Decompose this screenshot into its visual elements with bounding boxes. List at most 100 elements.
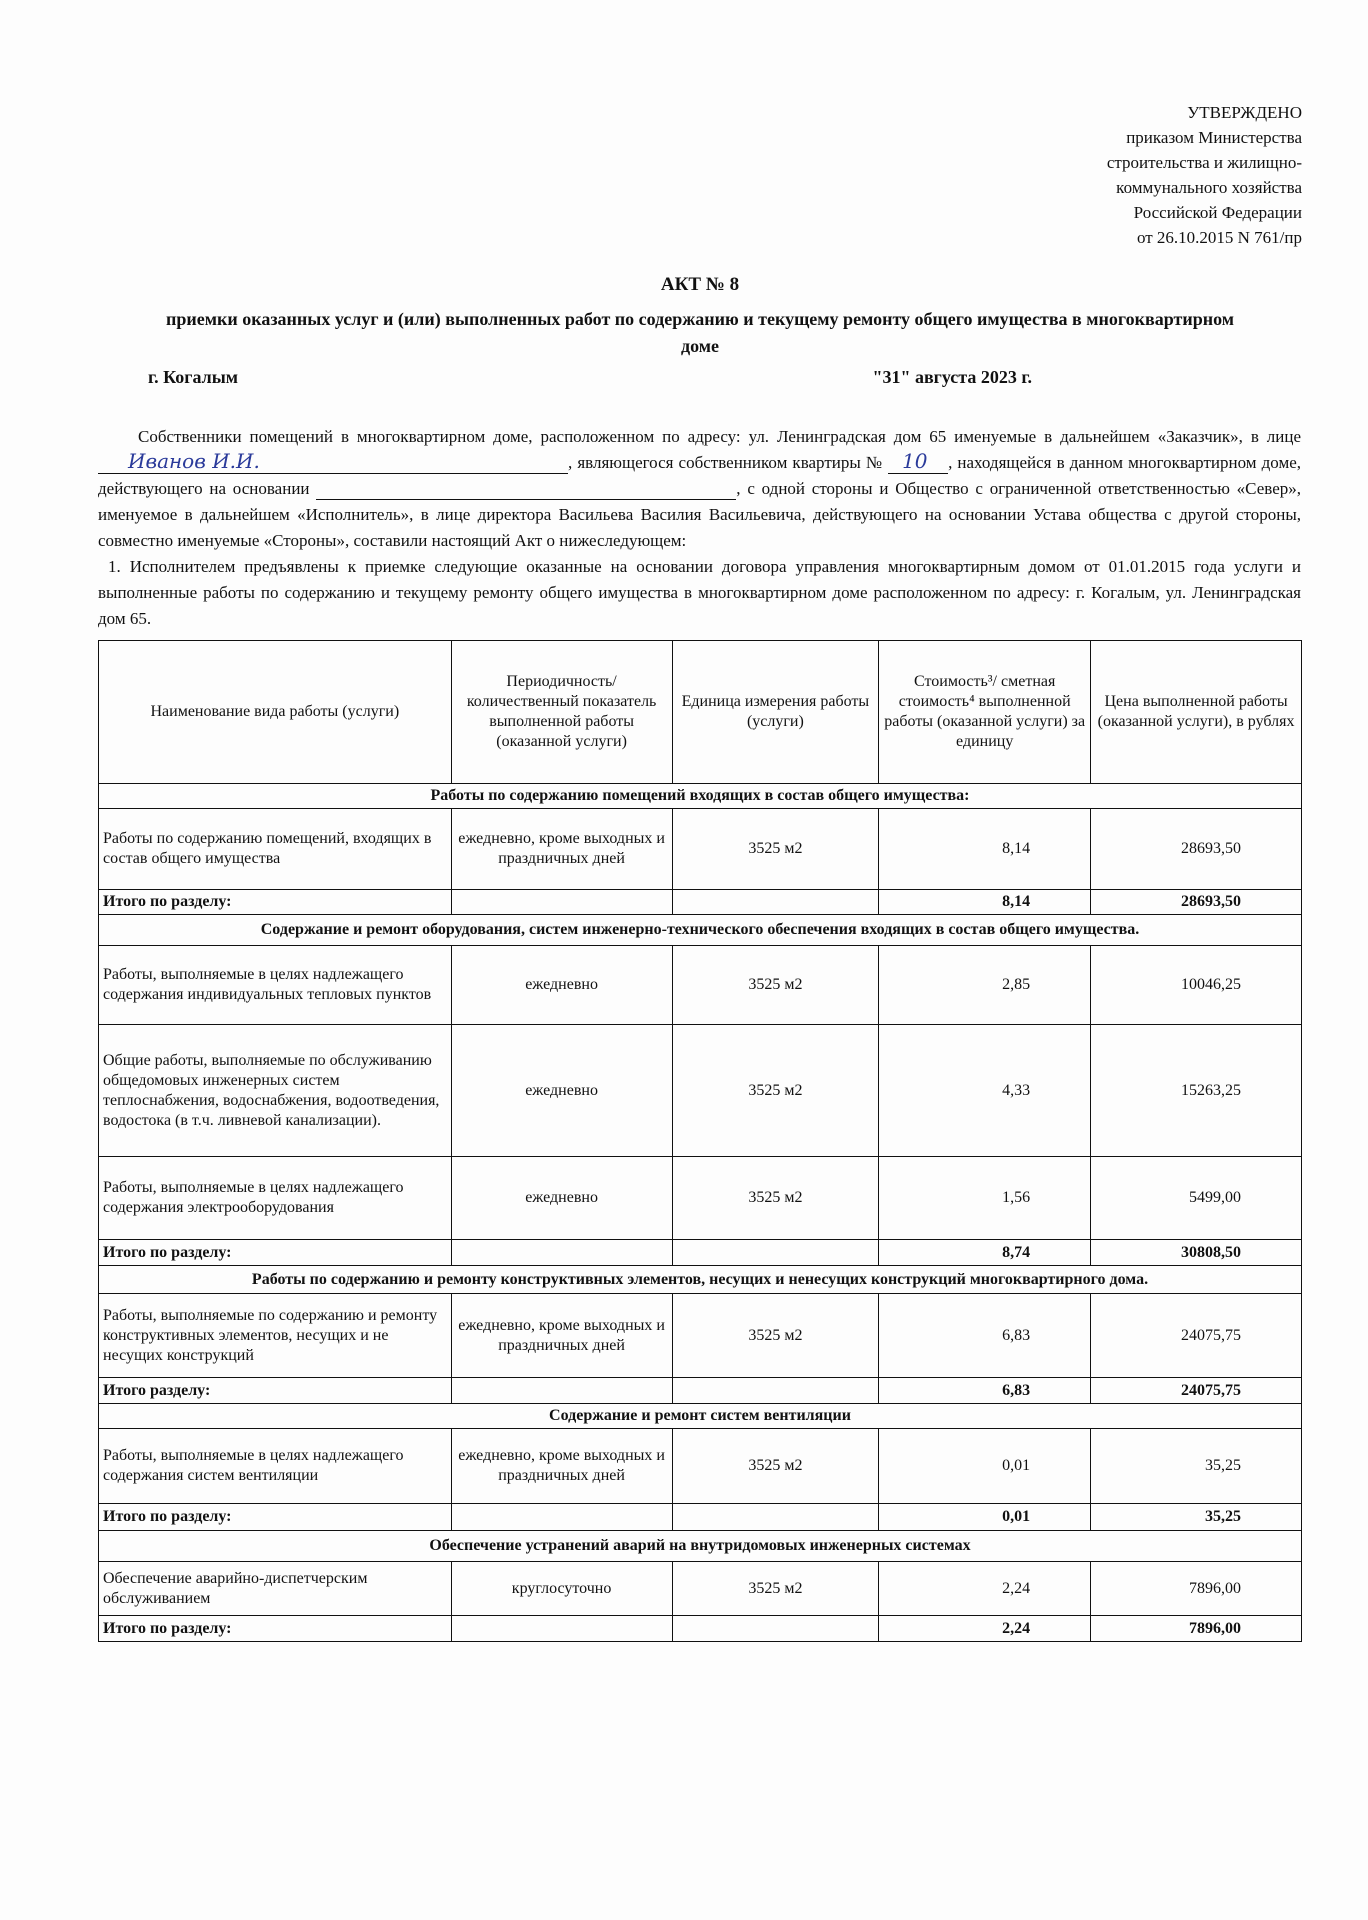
document-subtitle: приемки оказанных услуг и (или) выполнен… <box>165 309 1235 356</box>
total-label: Итого по разделу: <box>98 1503 452 1531</box>
approval-line: от 26.10.2015 N 761/пр <box>1136 228 1302 247</box>
price-cell: 24075,75 <box>1090 1293 1302 1378</box>
work-name-cell: Работы по содержанию помещений, входящих… <box>98 808 452 890</box>
table-row: Обеспечение аварийно-диспетчерским обслу… <box>98 1561 1302 1616</box>
work-name-cell: Работы, выполняемые в целях надлежащего … <box>98 1428 452 1504</box>
unit-cell: 3525 м2 <box>671 1293 880 1378</box>
work-name-cell: Обеспечение аварийно-диспетчерским обслу… <box>98 1561 452 1616</box>
section-header-row: Обеспечение устранений аварий на внутрид… <box>98 1530 1302 1562</box>
work-name-cell: Работы, выполняемые по содержанию и ремо… <box>98 1293 452 1378</box>
approval-line: строительства и жилищно- <box>1106 153 1302 172</box>
section-title: Обеспечение устранений аварий на внутрид… <box>98 1530 1302 1562</box>
table-row: Работы, выполняемые по содержанию и ремо… <box>98 1293 1302 1378</box>
unit-cost-cell: 8,14 <box>878 808 1092 890</box>
section-total-row: Итого по разделу: 8,74 30808,50 <box>98 1239 1302 1266</box>
total-price: 30808,50 <box>1090 1239 1302 1266</box>
empty-cell <box>450 1503 673 1531</box>
total-unit-cost: 2,24 <box>878 1615 1092 1642</box>
periodicity-cell: ежедневно, кроме выходных и праздничных … <box>450 1428 673 1504</box>
unit-cost-cell: 6,83 <box>878 1293 1092 1378</box>
approval-line: УТВЕРЖДЕНО <box>1187 103 1302 122</box>
total-price: 24075,75 <box>1090 1377 1302 1404</box>
section-title: Содержание и ремонт оборудования, систем… <box>98 914 1302 946</box>
intro-text: Собственники помещений в многоквартирном… <box>98 424 1301 632</box>
city: г. Когалым <box>148 367 239 387</box>
city-date-row: г. Когалым "31" августа 2023 г. <box>98 364 1302 390</box>
section-total-row: Итого разделу: 6,83 24075,75 <box>98 1377 1302 1404</box>
approval-line: приказом Министерства <box>1126 128 1302 147</box>
price-cell: 35,25 <box>1090 1428 1302 1504</box>
owner-name-field: Иванов И.И. <box>98 451 568 474</box>
header-cell: Цена выполненной работы (оказанной услуг… <box>1090 640 1302 784</box>
table-row: Работы по содержанию помещений, входящих… <box>98 808 1302 890</box>
work-name-cell: Общие работы, выполняемые по обслуживани… <box>98 1024 452 1157</box>
total-label: Итого разделу: <box>98 1377 452 1404</box>
price-cell: 5499,00 <box>1090 1156 1302 1240</box>
total-price: 28693,50 <box>1090 889 1302 915</box>
periodicity-cell: ежедневно <box>450 1024 673 1157</box>
section-title: Работы по содержанию и ремонту конструкт… <box>98 1265 1302 1294</box>
section-title: Работы по содержанию помещений входящих … <box>98 783 1302 809</box>
price-cell: 10046,25 <box>1090 945 1302 1025</box>
unit-cell: 3525 м2 <box>671 1428 880 1504</box>
intro-p1c: , находящейся в данном многоквартирном д… <box>98 453 1301 498</box>
section-header-row: Содержание и ремонт оборудования, систем… <box>98 914 1302 946</box>
unit-cost-cell: 0,01 <box>878 1428 1092 1504</box>
table-row: Работы, выполняемые в целях надлежащего … <box>98 1156 1302 1240</box>
table-row: Общие работы, выполняемые по обслуживани… <box>98 1024 1302 1157</box>
price-cell: 28693,50 <box>1090 808 1302 890</box>
header-cell: Периодичность/ количественный показатель… <box>450 640 673 784</box>
periodicity-cell: ежедневно <box>450 945 673 1025</box>
intro-p1a: Собственники помещений в многоквартирном… <box>138 427 1301 446</box>
periodicity-cell: ежедневно, кроме выходных и праздничных … <box>450 808 673 890</box>
empty-cell <box>671 1615 880 1642</box>
intro-p1b: , являющегося собственником квартиры № <box>568 453 883 472</box>
work-name-cell: Работы, выполняемые в целях надлежащего … <box>98 1156 452 1240</box>
header-cell: Стоимость³/ сметная стоимость⁴ выполненн… <box>878 640 1092 784</box>
price-cell: 15263,25 <box>1090 1024 1302 1157</box>
table-row: Работы, выполняемые в целях надлежащего … <box>98 945 1302 1025</box>
total-price: 7896,00 <box>1090 1615 1302 1642</box>
price-cell: 7896,00 <box>1090 1561 1302 1616</box>
unit-cell: 3525 м2 <box>671 1156 880 1240</box>
unit-cell: 3525 м2 <box>671 1561 880 1616</box>
total-label: Итого по разделу: <box>98 1239 452 1266</box>
unit-cost-cell: 1,56 <box>878 1156 1092 1240</box>
section-total-row: Итого по разделу: 2,24 7896,00 <box>98 1615 1302 1642</box>
document-date: "31" августа 2023 г. <box>872 367 1032 387</box>
apartment-handwritten: 10 <box>902 449 928 473</box>
approval-line: коммунального хозяйства <box>1116 178 1302 197</box>
header-cell: Наименование вида работы (услуги) <box>98 640 452 784</box>
table-row: Работы, выполняемые в целях надлежащего … <box>98 1428 1302 1504</box>
empty-cell <box>671 1503 880 1531</box>
approval-stamp: УТВЕРЖДЕНО приказом Министерства строите… <box>98 100 1302 250</box>
total-label: Итого по разделу: <box>98 1615 452 1642</box>
approval-line: Российской Федерации <box>1133 203 1302 222</box>
section-header-row: Содержание и ремонт систем вентиляции <box>98 1403 1302 1429</box>
total-unit-cost: 8,14 <box>878 889 1092 915</box>
periodicity-cell: круглосуточно <box>450 1561 673 1616</box>
total-label: Итого по разделу: <box>98 889 452 915</box>
section-total-row: Итого по разделу: 8,14 28693,50 <box>98 889 1302 915</box>
works-table: Наименование вида работы (услуги) Период… <box>98 640 1302 1642</box>
intro-p1d: , с одной стороны и Общество с ограничен… <box>98 479 1301 550</box>
document-title: АКТ № 8 <box>660 274 740 295</box>
table-header: Наименование вида работы (услуги) Период… <box>98 640 1302 784</box>
empty-cell <box>450 1377 673 1404</box>
unit-cell: 3525 м2 <box>671 945 880 1025</box>
header-cell: Единица измерения работы (услуги) <box>671 640 880 784</box>
empty-cell <box>450 1615 673 1642</box>
periodicity-cell: ежедневно, кроме выходных и праздничных … <box>450 1293 673 1378</box>
apartment-field: 10 <box>888 449 949 474</box>
unit-cost-cell: 4,33 <box>878 1024 1092 1157</box>
unit-cell: 3525 м2 <box>671 808 880 890</box>
empty-cell <box>671 1377 880 1404</box>
total-unit-cost: 8,74 <box>878 1239 1092 1266</box>
section-header-row: Работы по содержанию и ремонту конструкт… <box>98 1265 1302 1294</box>
empty-cell <box>671 1239 880 1266</box>
intro-p2: 1. Исполнителем предъявлены к приемке сл… <box>98 557 1301 628</box>
basis-field <box>316 479 737 500</box>
total-unit-cost: 6,83 <box>878 1377 1092 1404</box>
empty-cell <box>671 889 880 915</box>
